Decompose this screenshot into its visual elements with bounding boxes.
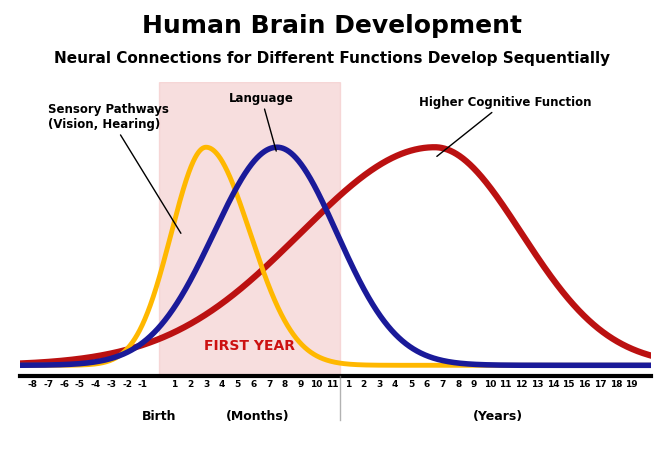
Text: Higher Cognitive Function: Higher Cognitive Function bbox=[420, 96, 592, 157]
Text: (Years): (Years) bbox=[473, 409, 523, 422]
Text: (Months): (Months) bbox=[226, 409, 289, 422]
Text: FIRST YEAR: FIRST YEAR bbox=[204, 338, 295, 353]
Text: Human Brain Development: Human Brain Development bbox=[142, 14, 522, 38]
Text: Neural Connections for Different Functions Develop Sequentially: Neural Connections for Different Functio… bbox=[54, 50, 610, 66]
Text: Language: Language bbox=[229, 91, 293, 152]
Bar bbox=[159, 83, 340, 376]
Text: Birth: Birth bbox=[141, 409, 176, 422]
Text: Sensory Pathways
(Vision, Hearing): Sensory Pathways (Vision, Hearing) bbox=[48, 102, 181, 234]
